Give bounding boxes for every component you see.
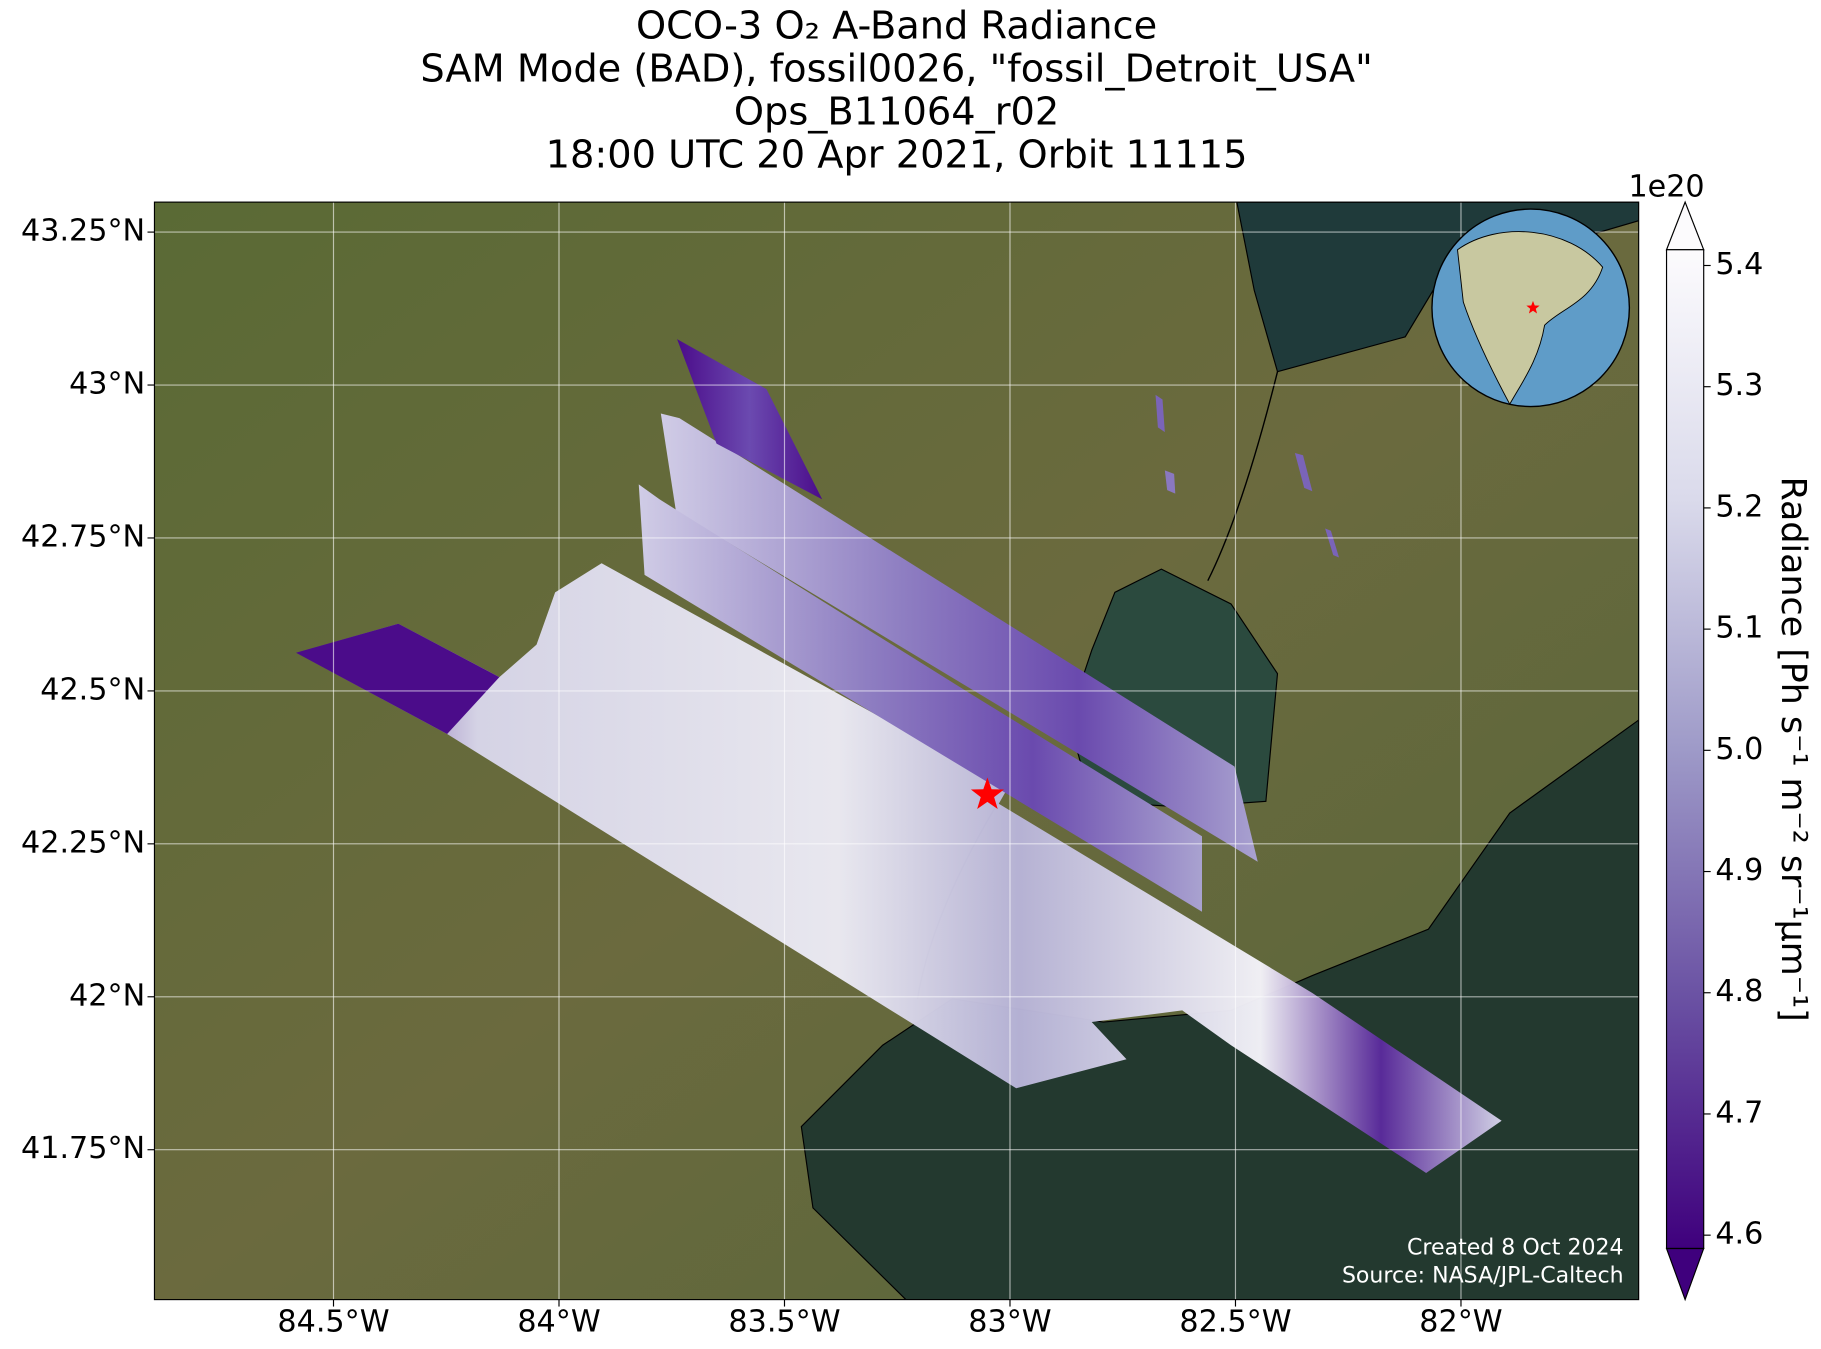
swath <box>677 339 823 500</box>
annotation: Created 8 Oct 2024 <box>1407 1235 1624 1260</box>
y-tick-label: 41.75°N <box>21 1131 145 1166</box>
swath <box>1325 528 1340 558</box>
map-frame <box>153 201 1640 1301</box>
colorbar <box>1665 200 1705 1302</box>
globe-land <box>1457 231 1604 406</box>
x-tick-label: 84°W <box>517 1304 600 1339</box>
swath <box>1164 470 1176 494</box>
swath <box>1294 452 1313 492</box>
swath <box>660 413 1258 862</box>
x-tick-label: 83.5°W <box>728 1304 840 1339</box>
grid <box>154 202 1639 1300</box>
y-tick-label: 42.25°N <box>21 825 145 860</box>
map-background <box>154 202 1639 1300</box>
x-tick-label: 83°W <box>968 1304 1051 1339</box>
annotation: Source: NASA/JPL-Caltech <box>1342 1263 1624 1288</box>
colorbar-tick-label: 5.4 <box>1715 247 1763 282</box>
swath <box>296 563 1502 1174</box>
swath <box>638 484 1202 912</box>
colorbar-label: Radiance [Ph s⁻¹ m⁻² sr⁻¹μm⁻¹] <box>1773 477 1813 1022</box>
colorbar-extend <box>1665 200 1705 251</box>
colorbar-tick-label: 5.1 <box>1715 611 1763 646</box>
chart-title: Ops_B11064_r02 <box>734 89 1059 134</box>
colorbar-tick-label: 5.2 <box>1715 489 1763 524</box>
colorbar-tick-label: 4.7 <box>1715 1095 1763 1130</box>
y-tick-label: 42.5°N <box>40 672 145 707</box>
chart-title: OCO-3 O₂ A-Band Radiance <box>636 3 1157 48</box>
y-tick-label: 43°N <box>69 367 145 402</box>
inset-marker <box>1526 300 1540 314</box>
y-tick-label: 43.25°N <box>21 214 145 249</box>
y-tick-label: 42.75°N <box>21 519 145 554</box>
colorbar-extend <box>1665 1247 1705 1302</box>
y-tick-label: 42°N <box>69 978 145 1013</box>
colorbar-tick-label: 5.0 <box>1715 732 1763 767</box>
colorbar-tick-label: 5.3 <box>1715 368 1763 403</box>
target-marker <box>970 777 1004 810</box>
colorbar-tick-label: 4.9 <box>1715 853 1763 888</box>
x-tick-label: 82°W <box>1419 1304 1502 1339</box>
swath <box>296 623 500 735</box>
colorbar-tick-label: 4.6 <box>1715 1217 1763 1252</box>
colorbar-offset: 1e20 <box>1628 170 1704 205</box>
x-tick-label: 84.5°W <box>277 1304 389 1339</box>
swath <box>1155 394 1165 433</box>
chart-title: SAM Mode (BAD), fossil0026, "fossil_Detr… <box>420 46 1372 91</box>
x-tick-label: 82.5°W <box>1179 1304 1291 1339</box>
colorbar-body <box>1665 249 1705 1250</box>
colorbar-tick-label: 4.8 <box>1715 974 1763 1009</box>
chart-title: 18:00 UTC 20 Apr 2021, Orbit 11115 <box>546 132 1248 177</box>
